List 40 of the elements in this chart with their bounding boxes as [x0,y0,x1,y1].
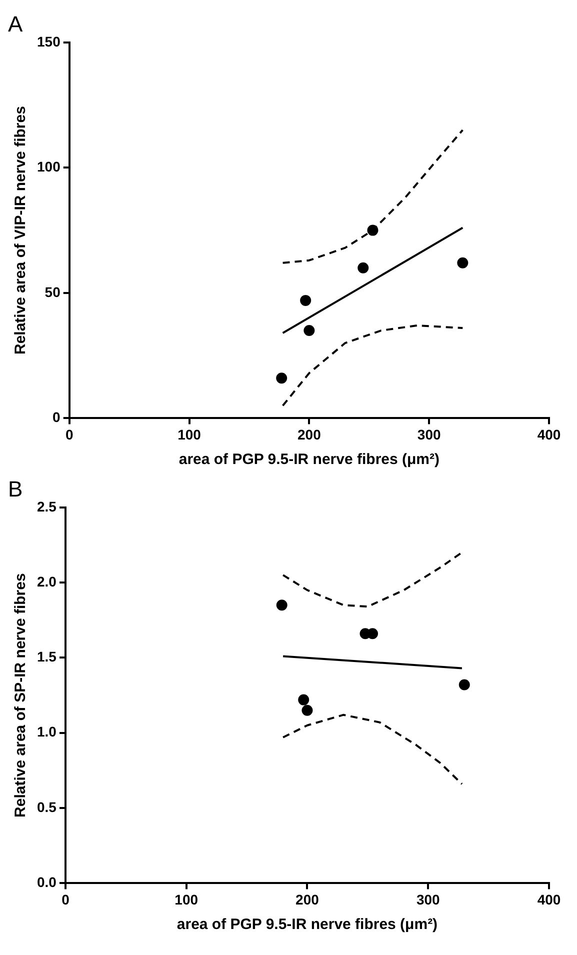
y-tick-label: 0.5 [36,798,57,815]
x-tick-label: 300 [416,891,440,908]
point [367,224,378,236]
y-tick-label: 100 [37,158,61,175]
x-axis-title: area of PGP 9.5-IR nerve fibres (μm²) [176,916,438,934]
y-tick-label: 1.5 [36,648,57,665]
point [302,704,313,716]
x-tick-label: 400 [537,426,561,442]
point [298,694,310,706]
point [276,372,288,384]
x-axis-title: area of PGP 9.5-IR nerve fibres (μm²) [178,451,440,468]
point [367,628,378,640]
line-series [282,714,463,785]
x-tick-label: 400 [537,891,561,908]
y-tick-label: 2.0 [36,573,57,590]
x-tick-label: 0 [65,426,74,442]
x-tick-label: 200 [296,891,320,908]
y-tick-label: 0.0 [36,874,57,890]
y-tick-label: 2.5 [36,498,57,514]
y-tick-label: 50 [44,284,61,300]
point [358,262,369,274]
line-series [282,324,464,407]
x-tick-label: 200 [298,426,322,442]
point [304,325,315,336]
point [300,294,312,306]
y-tick-label: 0 [52,409,61,426]
line-series [282,129,464,264]
point [457,257,468,268]
chart-title: A [8,11,23,36]
chart-title: B [8,476,23,502]
x-tick-label: 300 [417,426,441,442]
point [276,600,288,611]
y-tick-label: 1.0 [36,724,57,740]
y-tick-label: 150 [37,33,61,50]
point [458,679,470,690]
y-axis-title: Relative area of VIP-IR nerve fibres [12,106,30,355]
line-series [282,551,463,608]
x-tick-label: 100 [178,426,202,442]
y-axis-title: Relative area of SP-IR nerve fibres [12,573,30,818]
x-tick-label: 100 [174,891,198,908]
